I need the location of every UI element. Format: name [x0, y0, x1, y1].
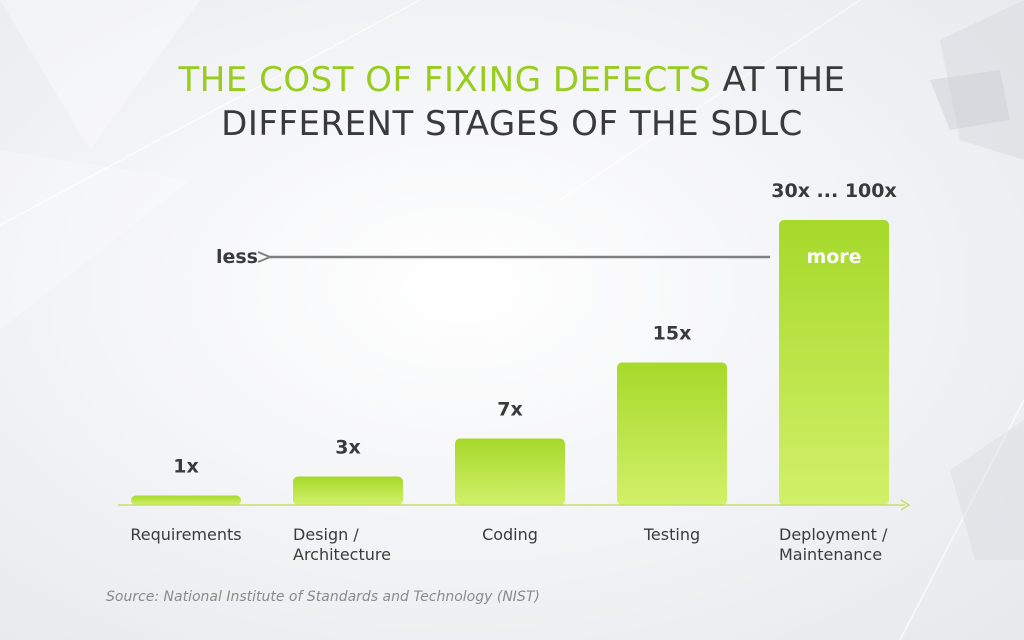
- value-label-3: 7x: [497, 399, 522, 421]
- value-label-5: 30x ... 100x: [771, 180, 897, 202]
- x-axis-arrowhead: [900, 499, 911, 511]
- chart-title-accent: THE COST OF FIXING DEFECTS: [178, 60, 712, 100]
- category-label-4: Testing: [643, 525, 700, 544]
- category-label-3: Coding: [482, 525, 538, 544]
- chart-title-line2: DIFFERENT STAGES OF THE SDLC: [221, 104, 803, 144]
- value-label-2: 3x: [335, 437, 360, 459]
- bar-2: [293, 476, 403, 505]
- bar-5: [779, 220, 889, 505]
- bars-layer: [131, 220, 889, 505]
- category-label-1: Requirements: [130, 525, 241, 544]
- category-label-5: Deployment / Maintenance: [779, 525, 888, 564]
- category-label-2: Design / Architecture: [293, 525, 391, 564]
- chart-title: THE COST OF FIXING DEFECTS AT THE DIFFER…: [0, 58, 1024, 146]
- labels-layer: 1x Requirements 3x Design / Architecture 7x Co…: [130, 180, 896, 564]
- bar-1: [131, 495, 241, 505]
- less-label: less: [216, 246, 258, 268]
- source-note: Source: National Institute of Standards …: [106, 589, 540, 605]
- bar-4: [617, 362, 727, 505]
- chart-title-rest: AT THE: [711, 60, 846, 100]
- value-label-1: 1x: [173, 456, 198, 478]
- bar-3: [455, 438, 565, 505]
- value-label-4: 15x: [653, 323, 692, 345]
- more-label: more: [806, 246, 861, 268]
